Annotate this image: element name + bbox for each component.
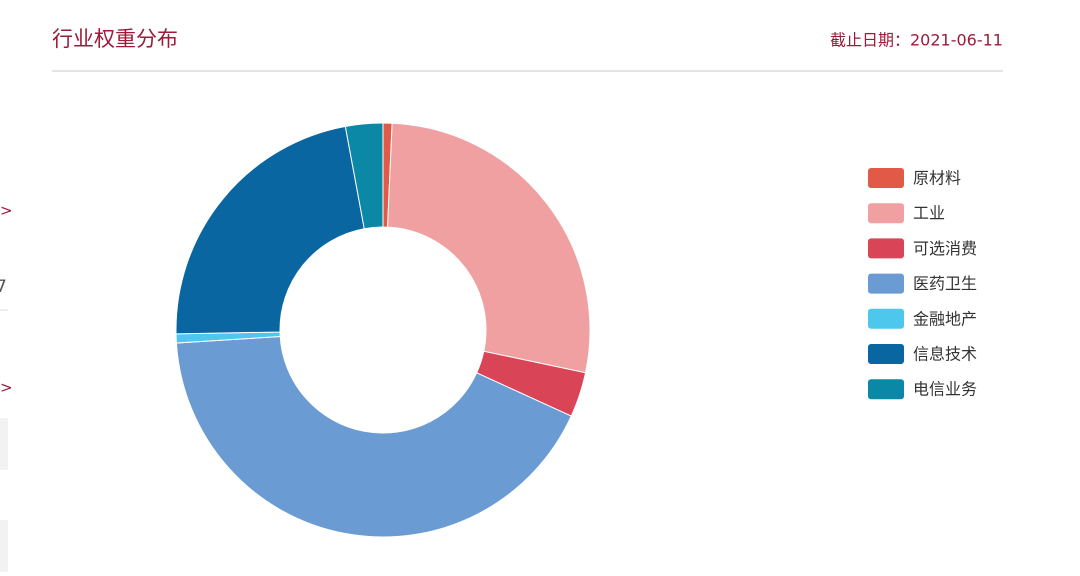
date-label: 截止日期：2021-06-11	[830, 31, 1003, 50]
slice	[175, 335, 572, 538]
side-arrow[interactable]: >	[0, 379, 13, 397]
side-text: 7	[0, 277, 7, 297]
section-title: 行业权重分布	[52, 27, 178, 51]
donut-chart	[175, 122, 591, 538]
side-panel	[0, 418, 8, 470]
side-arrow[interactable]: >	[0, 202, 13, 220]
legend-swatch	[868, 308, 904, 329]
side-panel	[0, 520, 8, 572]
legend-label: 工业	[913, 204, 945, 223]
legend-swatch	[868, 344, 904, 364]
slice	[344, 122, 384, 230]
legend-label: 医药卫生	[913, 274, 977, 293]
legend-swatch	[868, 168, 904, 188]
legend-label: 可选消费	[913, 239, 977, 258]
slice	[175, 125, 365, 335]
legend-swatch	[868, 273, 904, 294]
legend-label: 电信业务	[913, 380, 977, 399]
slice	[387, 122, 591, 374]
legend-swatch	[868, 203, 904, 224]
legend-label: 信息技术	[913, 345, 977, 364]
legend-swatch	[868, 379, 904, 400]
legend-label: 金融地产	[913, 309, 977, 328]
legend-label: 原材料	[913, 169, 961, 188]
legend-swatch	[868, 238, 904, 259]
